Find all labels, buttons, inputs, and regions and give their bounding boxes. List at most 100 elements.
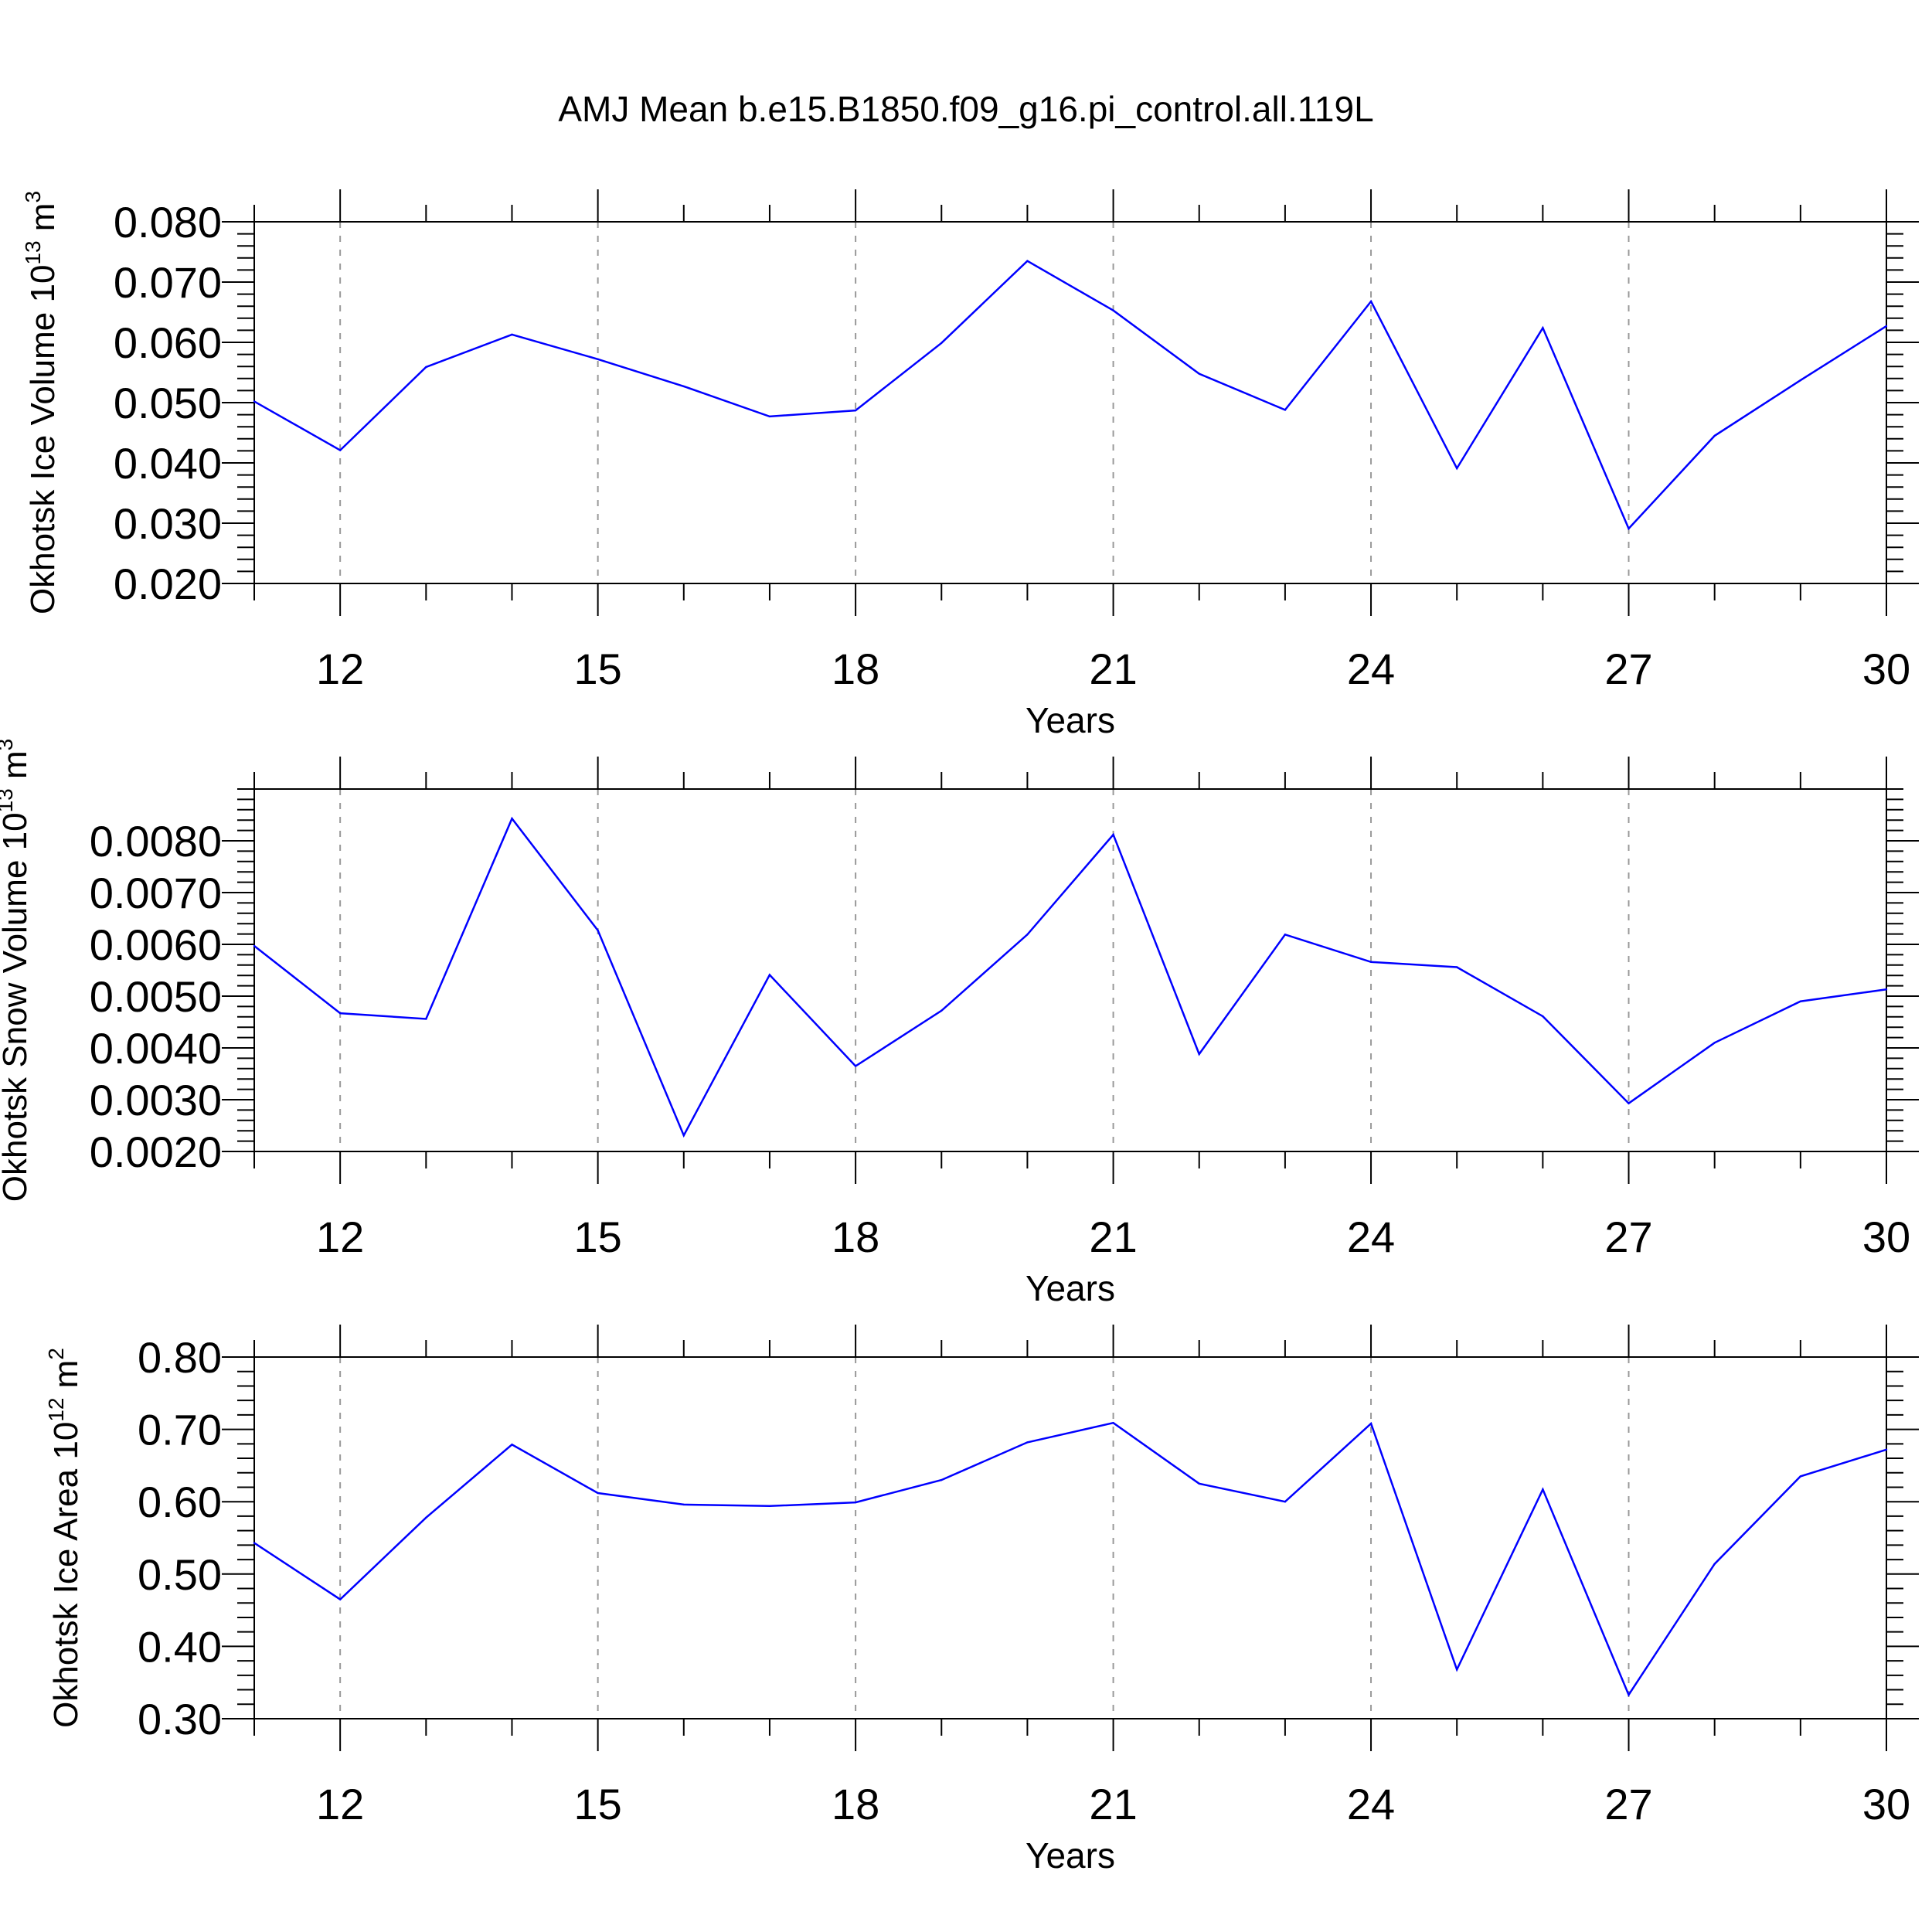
- data-point: [425, 1516, 427, 1519]
- x-tick-label: 12: [316, 645, 364, 693]
- data-point: [682, 385, 685, 388]
- chart-title: AMJ Mean b.e15.B1850.f09_g16.pi_control.…: [558, 89, 1373, 129]
- data-point: [768, 415, 771, 418]
- data-point: [768, 1505, 771, 1508]
- data-point: [253, 944, 256, 947]
- data-point: [854, 1065, 857, 1067]
- plot-frame: [253, 221, 1887, 584]
- y-tick-label: 0.0040: [90, 1024, 222, 1073]
- data-point: [1198, 1053, 1200, 1056]
- y-tick-label: 0.040: [114, 439, 222, 488]
- x-tick-label: 27: [1604, 1780, 1652, 1828]
- x-axis-label: Years: [1026, 700, 1115, 740]
- data-point: [338, 1598, 342, 1600]
- x-tick-label: 24: [1347, 1213, 1395, 1261]
- data-point: [682, 1134, 685, 1137]
- x-tick-label: 18: [832, 1780, 879, 1828]
- chart-panel-1: 0.020 0.030 0.040 0.050 0.060 0.070 0.080 12 15 1…: [21, 189, 1919, 740]
- plot-frame: [253, 788, 1887, 1152]
- data-point: [511, 1444, 513, 1446]
- y-axis-label: Okhotsk Snow Volume 1013 m3: [0, 739, 34, 1202]
- panels: 0.020 0.030 0.040 0.050 0.060 0.070 0.080 12 15 1…: [0, 189, 1919, 1876]
- data-point: [1713, 1563, 1716, 1565]
- y-tick-label: 0.030: [114, 499, 222, 548]
- data-point: [1799, 1475, 1802, 1478]
- data-point: [1628, 1693, 1630, 1696]
- data-point: [1542, 1015, 1544, 1018]
- data-point: [1369, 961, 1372, 963]
- x-tick-label: 24: [1347, 1780, 1395, 1828]
- data-point: [1885, 1448, 1888, 1451]
- data-point: [1112, 309, 1114, 311]
- y-tick-label: 0.0020: [90, 1128, 222, 1176]
- y-tick-label: 0.0050: [90, 972, 222, 1021]
- series-line: [253, 260, 1887, 531]
- y-tick-label: 0.050: [114, 379, 222, 427]
- data-point: [854, 1501, 857, 1504]
- data-point: [1456, 1668, 1458, 1671]
- data-point: [1542, 1488, 1544, 1491]
- x-tick-label: 15: [573, 645, 621, 693]
- data-point: [1112, 833, 1114, 836]
- y-axis-label: Okhotsk Ice Area 1012 m2: [44, 1348, 85, 1728]
- y-tick-label: 0.020: [114, 560, 222, 608]
- y-tick-label: 0.0030: [90, 1076, 222, 1124]
- data-point: [1628, 527, 1630, 530]
- x-axis-label: Years: [1026, 1835, 1115, 1876]
- y-tick-label: 0.60: [138, 1478, 222, 1526]
- data-point: [253, 1542, 256, 1544]
- y-tick-label: 0.50: [138, 1550, 222, 1599]
- data-point: [1456, 966, 1458, 968]
- series-line: [253, 816, 1887, 1138]
- y-tick-label: 0.070: [114, 258, 222, 307]
- data-point: [1799, 1000, 1802, 1002]
- x-tick-label: 27: [1604, 1213, 1652, 1261]
- data-point: [1885, 325, 1888, 328]
- chart-panel-2: 0.00200.00300.00400.00500.00600.00700.00…: [0, 739, 1919, 1308]
- x-tick-label: 30: [1862, 1780, 1910, 1828]
- x-tick-label: 30: [1862, 645, 1910, 693]
- y-axis-label: Okhotsk Ice Volume 1013 m3: [21, 191, 62, 614]
- data-point: [1198, 1482, 1200, 1485]
- data-point: [511, 817, 513, 820]
- data-point: [940, 342, 943, 344]
- data-point: [1885, 988, 1888, 991]
- data-point: [425, 1018, 427, 1020]
- data-point: [1369, 1422, 1372, 1425]
- data-point: [854, 409, 857, 412]
- data-point: [682, 1503, 685, 1506]
- x-tick-label: 30: [1862, 1213, 1910, 1261]
- data-point: [1713, 434, 1716, 437]
- data-point: [1112, 1421, 1114, 1424]
- x-tick-label: 27: [1604, 645, 1652, 693]
- data-point: [338, 449, 342, 451]
- x-tick-label: 21: [1089, 1780, 1137, 1828]
- data-point: [1026, 1441, 1029, 1444]
- data-point: [768, 974, 771, 976]
- y-tick-label: 0.0060: [90, 920, 222, 969]
- x-tick-label: 12: [316, 1213, 364, 1261]
- series-line: [253, 1421, 1887, 1697]
- data-point: [1198, 372, 1200, 375]
- data-point: [940, 1009, 943, 1012]
- chart-panel-3: 0.30 0.40 0.50 0.60 0.70 0.80 12 15 18 21 24 27 30 Ye…: [44, 1325, 1919, 1876]
- data-point: [1284, 1501, 1287, 1503]
- x-axis-label: Years: [1026, 1268, 1115, 1308]
- data-point: [338, 1012, 342, 1015]
- data-point: [1284, 409, 1287, 411]
- data-point: [597, 358, 599, 361]
- x-tick-label: 18: [832, 1213, 879, 1261]
- data-point: [1284, 934, 1287, 936]
- y-tick-label: 0.0070: [90, 869, 222, 917]
- data-point: [253, 400, 256, 403]
- data-point: [597, 929, 599, 932]
- data-point: [1799, 379, 1802, 382]
- y-tick-label: 0.060: [114, 318, 222, 367]
- y-tick-label: 0.0080: [90, 817, 222, 866]
- data-point: [597, 1492, 599, 1495]
- data-point: [1628, 1102, 1630, 1104]
- x-tick-label: 15: [573, 1213, 621, 1261]
- data-point: [1456, 467, 1458, 470]
- y-tick-label: 0.70: [138, 1406, 222, 1454]
